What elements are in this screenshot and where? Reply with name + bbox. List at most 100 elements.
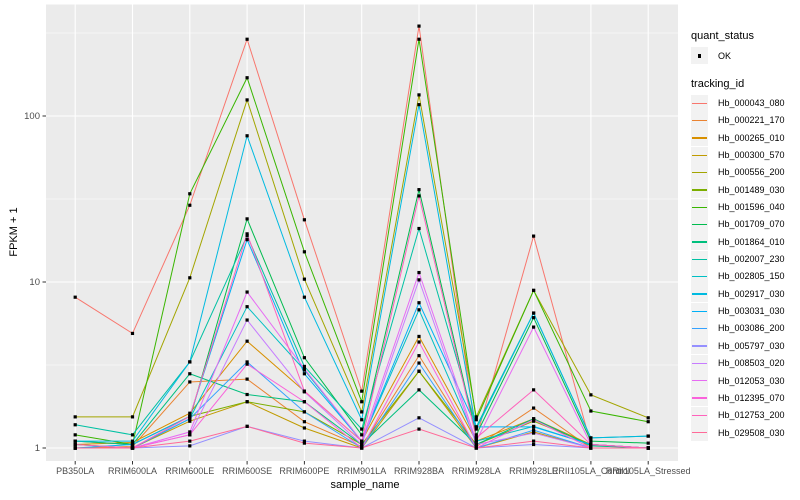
data-point — [532, 388, 536, 392]
data-point — [245, 424, 249, 428]
legend-key-line-icon — [691, 233, 708, 251]
legend-key-line-icon — [691, 337, 708, 355]
data-point — [188, 192, 192, 196]
legend-entry-Hb_001596_040: Hb_001596_040 — [691, 198, 799, 216]
data-point — [417, 369, 421, 373]
data-point — [417, 308, 421, 312]
data-point — [188, 276, 192, 280]
data-point — [532, 442, 536, 447]
data-point — [302, 218, 306, 222]
data-point — [532, 428, 536, 432]
legend-entry-label: Hb_000265_010 — [718, 132, 785, 143]
data-point — [130, 433, 135, 437]
data-point — [417, 226, 421, 231]
data-point — [188, 439, 192, 443]
data-point — [532, 418, 536, 422]
data-point — [188, 411, 192, 415]
legend-key-line-icon — [691, 389, 708, 407]
data-point — [73, 439, 77, 443]
x-tick-label: RRIM600SE — [222, 466, 272, 476]
data-point — [302, 364, 306, 369]
legend-entry-label: Hb_012395_070 — [718, 392, 785, 403]
data-point — [302, 389, 306, 393]
data-point — [360, 400, 364, 404]
data-point — [589, 409, 593, 413]
legend-entry-label: Hb_000221_170 — [718, 115, 785, 126]
data-point — [589, 393, 593, 397]
data-point — [532, 234, 536, 238]
legend-key-line-icon — [691, 111, 708, 129]
data-point — [188, 360, 192, 364]
data-point — [245, 238, 249, 242]
data-point — [417, 278, 421, 282]
legend-entry-label: Hb_000043_080 — [718, 98, 785, 109]
legend-key-line-icon — [691, 406, 708, 424]
data-point — [245, 305, 249, 309]
data-point — [532, 431, 536, 435]
legend-entry-Hb_001489_030: Hb_001489_030 — [691, 181, 799, 199]
data-point — [532, 311, 536, 315]
x-tick-label: RRIM928BA — [394, 466, 444, 476]
data-point — [245, 234, 249, 238]
data-point — [188, 372, 192, 376]
legend: quant_status OK tracking_id Hb_000043_08… — [691, 30, 799, 442]
data-point — [302, 439, 306, 443]
data-point — [302, 250, 306, 254]
data-point — [417, 93, 421, 97]
data-point — [417, 388, 421, 392]
legend-entry-label: Hb_005797_030 — [718, 340, 785, 351]
data-point — [360, 433, 364, 437]
data-point — [360, 389, 364, 393]
data-point — [417, 361, 421, 365]
data-point — [532, 439, 536, 443]
legend-entry-Hb_000556_200: Hb_000556_200 — [691, 163, 799, 181]
legend-key-line-icon — [691, 215, 708, 233]
legend-entry-Hb_000300_570: Hb_000300_570 — [691, 146, 799, 164]
data-point — [302, 410, 306, 414]
data-point — [302, 277, 306, 281]
data-point — [245, 339, 249, 343]
data-point — [245, 400, 249, 404]
legend-key-line-icon — [691, 146, 708, 164]
data-point — [245, 360, 249, 364]
data-point — [188, 417, 192, 421]
data-point — [417, 37, 421, 41]
legend-key-point-icon — [691, 47, 708, 65]
data-point — [532, 325, 536, 329]
data-point — [188, 414, 192, 419]
legend-key-line-icon — [691, 163, 708, 181]
x-axis-title: sample_name — [330, 479, 400, 491]
data-point — [417, 334, 421, 339]
data-point — [532, 406, 536, 410]
legend-entry-label: Hb_000300_570 — [718, 150, 785, 161]
legend-key-line-icon — [691, 372, 708, 390]
data-point — [417, 301, 421, 305]
data-point — [360, 410, 364, 414]
data-point — [73, 423, 77, 427]
legend-entry-Hb_012395_070: Hb_012395_070 — [691, 389, 799, 407]
x-tick-label: RRIM928LA — [452, 466, 501, 476]
legend-entry-Hb_003031_030: Hb_003031_030 — [691, 302, 799, 320]
data-point — [130, 331, 135, 336]
data-point — [417, 416, 421, 420]
y-tick-label: 1 — [35, 443, 40, 454]
y-tick-label: 100 — [24, 111, 40, 122]
data-point — [245, 392, 249, 397]
legend-entry-Hb_005797_030: Hb_005797_030 — [691, 337, 799, 355]
data-point — [245, 377, 249, 381]
data-point — [474, 439, 478, 443]
legend-entry-label: Hb_001489_030 — [718, 184, 785, 195]
data-point — [73, 295, 77, 299]
legend-key-line-icon — [691, 285, 708, 303]
data-point — [417, 354, 421, 358]
data-point — [474, 436, 478, 440]
data-point — [73, 415, 77, 419]
legend-entry-label: Hb_001709_070 — [718, 219, 785, 230]
legend-entry-label: Hb_002007_230 — [718, 254, 785, 265]
legend-entry-label: Hb_012753_200 — [718, 410, 785, 421]
data-point — [245, 98, 249, 102]
data-point — [188, 430, 192, 434]
data-point — [302, 295, 306, 299]
x-tick-label: RRIM928LE — [509, 466, 558, 476]
